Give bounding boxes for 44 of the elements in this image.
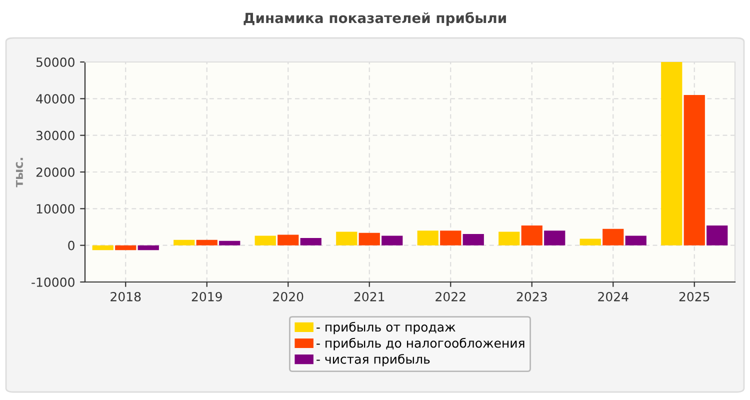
bar: [336, 232, 358, 246]
x-tick-label: 2022: [436, 292, 466, 302]
chart-title: Динамика показателей прибыли: [244, 12, 506, 26]
bar: [219, 240, 240, 246]
bar: [358, 232, 380, 246]
bar: [174, 240, 195, 246]
x-tick-label: 2018: [110, 292, 141, 302]
legend-label: - прибыль от продаж: [316, 322, 456, 334]
y-tick-label: 0: [68, 240, 74, 250]
x-tick-label: 2025: [679, 292, 710, 302]
y-tick-label: 40000: [36, 94, 74, 104]
bar: [521, 226, 542, 246]
bar: [625, 236, 646, 246]
x-tick-label: 2019: [192, 292, 222, 302]
legend-label: - чистая прибыль: [316, 354, 430, 366]
y-axis-title: тыс.: [16, 158, 24, 188]
bar: [661, 62, 682, 246]
bar: [544, 230, 566, 246]
y-tick-label: 50000: [36, 57, 74, 67]
y-tick-label: -10000: [32, 277, 74, 287]
bar: [278, 234, 299, 246]
bar: [498, 232, 520, 246]
y-tick-label: 10000: [36, 204, 74, 214]
bar: [254, 236, 276, 246]
x-tick-label: 2024: [598, 292, 628, 302]
bar: [382, 236, 403, 246]
y-tick-label: 30000: [36, 130, 74, 140]
bar: [706, 226, 728, 246]
bar: [602, 228, 624, 246]
bar: [417, 230, 438, 246]
bar: [115, 245, 136, 250]
bar: [300, 238, 322, 246]
x-tick-label: 2023: [516, 292, 547, 302]
bar: [92, 245, 114, 250]
legend-label: - прибыль до налогообложения: [316, 338, 524, 350]
x-tick-label: 2020: [273, 292, 304, 302]
bar: [440, 230, 462, 246]
y-tick-label: 20000: [36, 167, 74, 177]
x-tick-label: 2021: [354, 292, 384, 302]
bar: [462, 234, 484, 246]
bar: [580, 238, 601, 246]
bar: [684, 95, 705, 246]
bar: [196, 240, 218, 246]
bar: [138, 245, 159, 250]
